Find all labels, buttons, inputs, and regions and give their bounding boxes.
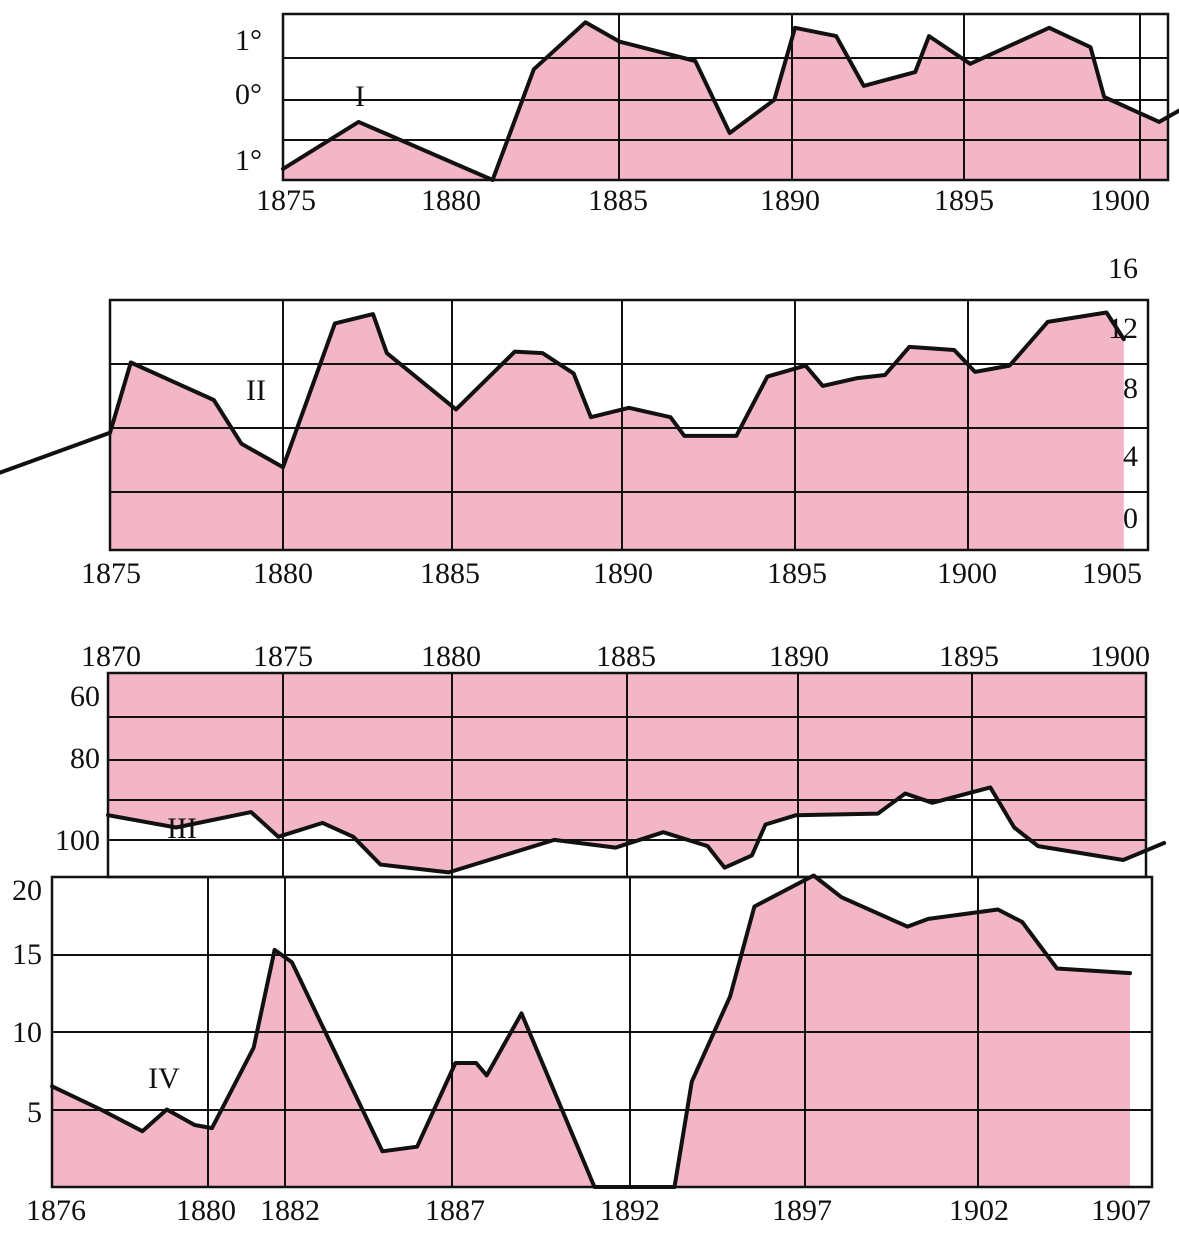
chart-4-x-tick-label: 1897: [772, 1194, 832, 1227]
chart-1-x-tick-label: 1880: [421, 184, 481, 217]
chart-3: 1870 1875 1880 1885 1890 1895 1900 60 80 100 III: [55, 640, 1167, 879]
chart-2-x-tick-label: 1885: [420, 557, 480, 590]
chart-2-y-tick-label: 0: [1123, 502, 1138, 535]
chart-3-y-tick-label: 100: [55, 824, 100, 857]
chart-1-series-line: [281, 20, 1179, 182]
chart-1-x-tick-label: 1885: [588, 184, 648, 217]
chart-2-x-tick-label: 1895: [767, 557, 827, 590]
chart-2-x-tick-label: 1890: [593, 557, 653, 590]
chart-2-y-tick-label: 16: [1108, 252, 1138, 285]
chart-4-y-tick-label: 5: [27, 1096, 42, 1129]
chart-4-x-tick-label: 1907: [1091, 1194, 1151, 1227]
chart-2-x-tick-label: 1900: [937, 557, 997, 590]
chart-2: 1875 1880 1885 1890 1895 1900 1905 16 12 8 4 0 II: [0, 252, 1150, 590]
chart-4-x-tick-label: 1880: [176, 1194, 236, 1227]
chart-2-series-label: II: [246, 374, 266, 407]
chart-1-series-label: I: [355, 80, 365, 113]
chart-2-y-tick-label: 8: [1123, 372, 1138, 405]
chart-1-y-tick-label: 1°: [235, 144, 262, 177]
chart-1-y-tick-label: 1°: [235, 24, 262, 57]
chart-4-x-tick-label: 1887: [425, 1194, 485, 1227]
chart-4-x-tick-label: 1882: [260, 1194, 320, 1227]
chart-4-y-tick-label: 15: [12, 938, 42, 971]
chart-4-y-tick-label: 10: [12, 1016, 42, 1049]
chart-2-frame: [108, 298, 1150, 552]
chart-2-y-tick-label: 4: [1123, 440, 1138, 473]
chart-2-series-line: [0, 310, 1126, 475]
chart-3-x-tick-label: 1885: [596, 640, 656, 673]
chart-4-series-line: [50, 873, 1132, 1189]
chart-2-x-tick-label: 1875: [81, 557, 141, 590]
chart-3-x-tick-label: 1875: [253, 640, 313, 673]
chart-1-x-tick-label: 1900: [1090, 184, 1150, 217]
chart-3-x-tick-label: 1870: [81, 640, 141, 673]
chart-3-x-tick-label: 1895: [939, 640, 999, 673]
chart-4-x-tick-label: 1892: [600, 1194, 660, 1227]
chart-2-x-tick-label: 1905: [1082, 557, 1142, 590]
chart-1: 1875 1880 1885 1890 1895 1900 1° 0° 1° I: [235, 12, 1179, 217]
chart-2-area: [110, 312, 1124, 550]
chart-3-y-tick-label: 60: [70, 680, 100, 713]
chart-3-series-label: III: [167, 812, 197, 845]
chart-3-x-tick-label: 1900: [1090, 640, 1150, 673]
chart-3-x-tick-label: 1890: [769, 640, 829, 673]
chart-1-x-tick-label: 1875: [256, 184, 316, 217]
chart-3-x-tick-label: 1880: [421, 640, 481, 673]
chart-1-y-tick-label: 0°: [235, 78, 262, 111]
chart-4-y-tick-label: 20: [12, 874, 42, 907]
chart-4: 1876 1880 1882 1887 1892 1897 1902 1907 20 15 10 5 I…: [12, 873, 1154, 1227]
chart-3-y-tick-label: 80: [70, 742, 100, 775]
chart-3-series-line: [106, 785, 1167, 875]
chart-1-x-tick-label: 1895: [934, 184, 994, 217]
chart-1-frame: [281, 12, 1170, 182]
chart-4-x-tick-label: 1902: [949, 1194, 1009, 1227]
chart-2-x-tick-label: 1880: [253, 557, 313, 590]
chart-2-y-tick-label: 12: [1108, 312, 1138, 345]
chart-1-x-tick-label: 1890: [760, 184, 820, 217]
chart-4-series-label: IV: [148, 1062, 180, 1095]
chart-1-area: [283, 22, 1168, 180]
chart-4-x-tick-label: 1876: [26, 1194, 86, 1227]
